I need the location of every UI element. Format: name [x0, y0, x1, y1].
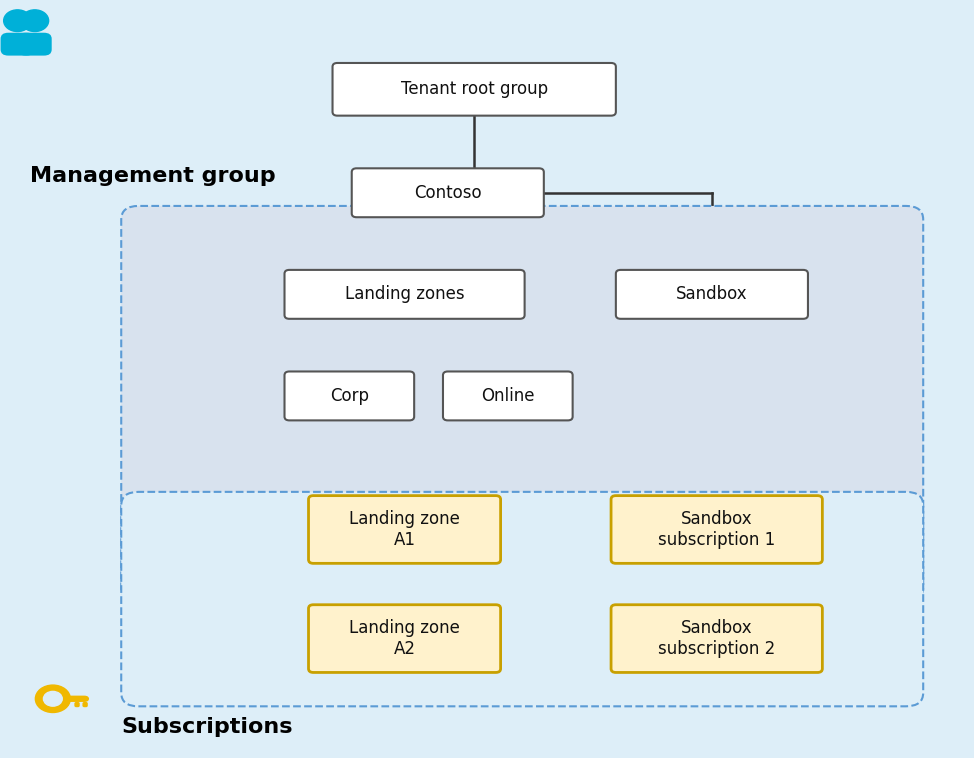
Text: Landing zones: Landing zones	[345, 285, 465, 303]
Text: Contoso: Contoso	[414, 183, 481, 202]
FancyBboxPatch shape	[1, 33, 34, 55]
Circle shape	[4, 10, 31, 32]
FancyBboxPatch shape	[74, 702, 80, 707]
FancyBboxPatch shape	[18, 33, 52, 55]
FancyBboxPatch shape	[83, 702, 88, 707]
Circle shape	[44, 691, 62, 706]
Text: Management group: Management group	[30, 166, 276, 186]
FancyBboxPatch shape	[332, 63, 616, 116]
FancyBboxPatch shape	[611, 496, 822, 563]
FancyBboxPatch shape	[352, 168, 543, 218]
Text: Sandbox: Sandbox	[676, 285, 748, 303]
FancyBboxPatch shape	[121, 492, 923, 706]
FancyBboxPatch shape	[443, 371, 573, 421]
FancyBboxPatch shape	[52, 696, 90, 702]
Text: Landing zone
A1: Landing zone A1	[349, 510, 460, 549]
FancyBboxPatch shape	[284, 270, 525, 319]
FancyBboxPatch shape	[284, 371, 414, 421]
FancyBboxPatch shape	[309, 496, 501, 563]
FancyBboxPatch shape	[309, 605, 501, 672]
Circle shape	[35, 685, 70, 713]
FancyBboxPatch shape	[616, 270, 808, 319]
FancyBboxPatch shape	[121, 206, 923, 601]
Text: Subscriptions: Subscriptions	[121, 716, 293, 737]
Text: Corp: Corp	[330, 387, 369, 405]
Text: Landing zone
A2: Landing zone A2	[349, 619, 460, 658]
Text: Sandbox
subscription 1: Sandbox subscription 1	[658, 510, 775, 549]
Text: Tenant root group: Tenant root group	[400, 80, 547, 99]
FancyBboxPatch shape	[611, 605, 822, 672]
Circle shape	[21, 10, 49, 32]
Text: Sandbox
subscription 2: Sandbox subscription 2	[658, 619, 775, 658]
Text: Online: Online	[481, 387, 535, 405]
